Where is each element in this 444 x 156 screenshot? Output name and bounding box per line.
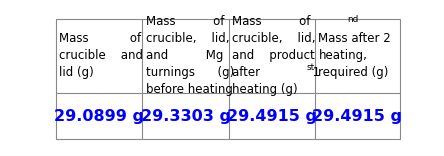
Text: Mass after 2
heating,
required (g): Mass after 2 heating, required (g) [318,32,391,79]
Text: st: st [306,63,315,72]
Text: 29.4915 g: 29.4915 g [312,109,402,124]
Text: 29.3303 g: 29.3303 g [141,109,230,124]
Text: Mass          of
crucible,    lid,
and          Mg
turnings      (g)
before heat: Mass of crucible, lid, and Mg turnings (… [146,15,234,96]
Text: Mass          of
crucible,    lid,
and    product
after              1
heating (: Mass of crucible, lid, and product after… [232,15,321,96]
Text: 29.4915 g: 29.4915 g [227,109,317,124]
Text: 29.0899 g: 29.0899 g [54,109,144,124]
Text: Mass           of
crucible    and
lid (g): Mass of crucible and lid (g) [59,32,143,79]
Text: nd: nd [348,15,359,24]
